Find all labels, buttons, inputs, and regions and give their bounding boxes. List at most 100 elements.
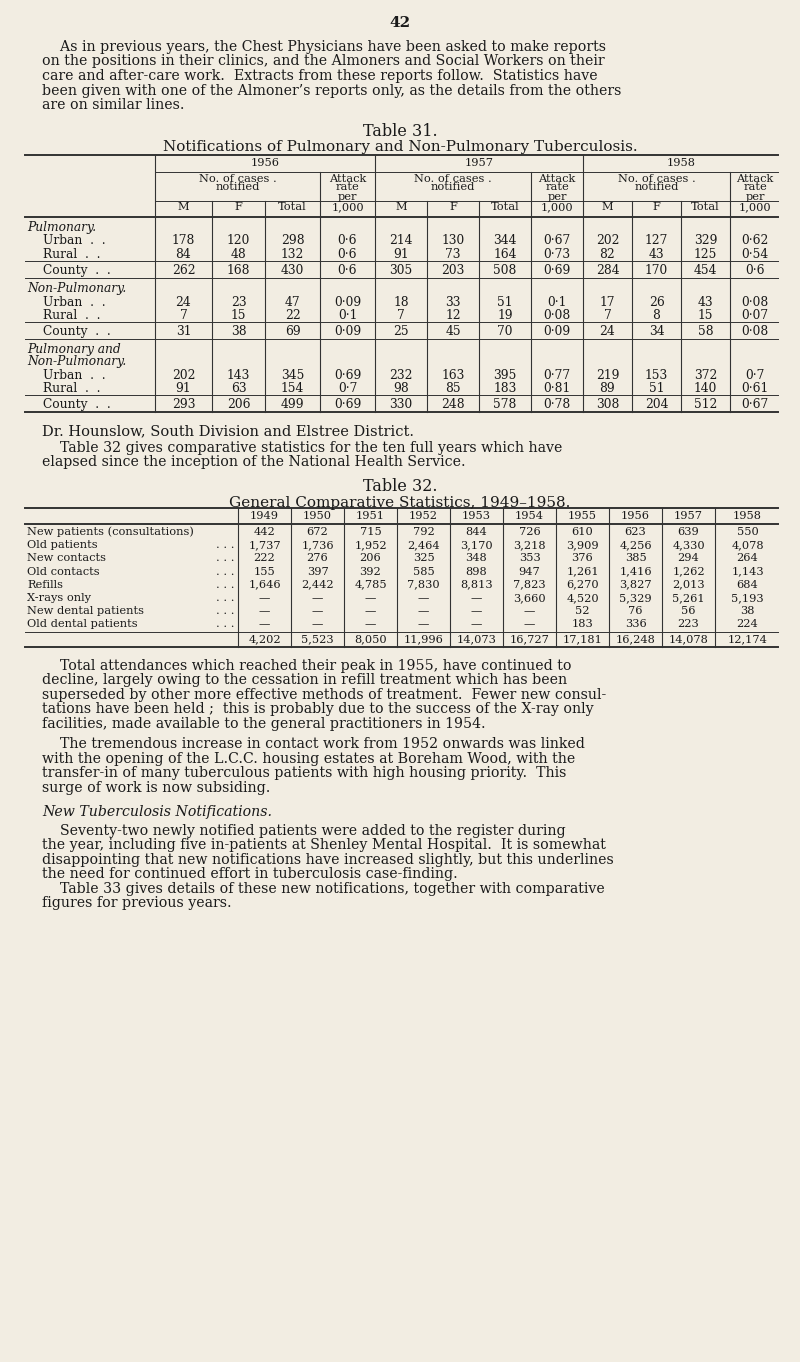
Text: 1,262: 1,262 <box>672 567 705 576</box>
Text: 6,270: 6,270 <box>566 580 599 590</box>
Text: 4,202: 4,202 <box>248 635 281 644</box>
Text: 0·07: 0·07 <box>742 309 769 323</box>
Text: No. of cases .: No. of cases . <box>414 173 492 184</box>
Text: 623: 623 <box>625 527 646 537</box>
Text: 578: 578 <box>494 398 517 411</box>
Text: Rural  .  .: Rural . . <box>43 248 101 262</box>
Text: 214: 214 <box>390 234 413 248</box>
Text: 1,416: 1,416 <box>619 567 652 576</box>
Text: 56: 56 <box>682 606 696 616</box>
Text: 155: 155 <box>254 567 275 576</box>
Text: 85: 85 <box>445 383 461 395</box>
Text: 276: 276 <box>306 553 328 564</box>
Text: 454: 454 <box>694 264 718 276</box>
Text: 5,261: 5,261 <box>672 592 705 603</box>
Text: are on similar lines.: are on similar lines. <box>42 98 185 112</box>
Text: 23: 23 <box>230 296 246 309</box>
Text: —: — <box>312 620 323 629</box>
Text: 1,143: 1,143 <box>731 567 764 576</box>
Text: Table 33 gives details of these new notifications, together with comparative: Table 33 gives details of these new noti… <box>42 881 605 896</box>
Text: 63: 63 <box>230 383 246 395</box>
Text: 0·67: 0·67 <box>742 398 769 411</box>
Text: 51: 51 <box>649 383 664 395</box>
Text: Urban  .  .: Urban . . <box>43 234 106 248</box>
Text: 1,736: 1,736 <box>301 541 334 550</box>
Text: New patients (consultations): New patients (consultations) <box>27 527 194 538</box>
Text: 395: 395 <box>494 369 517 381</box>
Text: 69: 69 <box>285 326 300 338</box>
Text: 1,737: 1,737 <box>248 541 281 550</box>
Text: Rural  .  .: Rural . . <box>43 383 101 395</box>
Text: elapsed since the inception of the National Health Service.: elapsed since the inception of the Natio… <box>42 455 466 470</box>
Text: rate: rate <box>336 183 359 192</box>
Text: 550: 550 <box>737 527 758 537</box>
Text: 0·08: 0·08 <box>742 326 769 338</box>
Text: —: — <box>524 606 535 616</box>
Text: 224: 224 <box>737 620 758 629</box>
Text: 0·67: 0·67 <box>543 234 570 248</box>
Text: 284: 284 <box>596 264 619 276</box>
Text: 298: 298 <box>281 234 304 248</box>
Text: . . .: . . . <box>215 580 234 590</box>
Text: 344: 344 <box>494 234 517 248</box>
Text: 204: 204 <box>645 398 668 411</box>
Text: . . .: . . . <box>215 620 234 629</box>
Text: 0·78: 0·78 <box>543 398 570 411</box>
Text: 0·77: 0·77 <box>543 369 570 381</box>
Text: 4,520: 4,520 <box>566 592 599 603</box>
Text: M: M <box>602 203 614 212</box>
Text: 1,000: 1,000 <box>541 203 574 212</box>
Text: 585: 585 <box>413 567 434 576</box>
Text: Attack: Attack <box>736 173 774 184</box>
Text: Table 32 gives comparative statistics for the ten full years which have: Table 32 gives comparative statistics fo… <box>42 441 562 455</box>
Text: M: M <box>178 203 190 212</box>
Text: 4,256: 4,256 <box>619 541 652 550</box>
Text: 52: 52 <box>575 606 590 616</box>
Text: 170: 170 <box>645 264 668 276</box>
Text: General Comparative Statistics, 1949–1958.: General Comparative Statistics, 1949–195… <box>230 496 570 509</box>
Text: 15: 15 <box>230 309 246 323</box>
Text: 82: 82 <box>600 248 615 262</box>
Text: Pulmonary.: Pulmonary. <box>27 221 96 233</box>
Text: 14,078: 14,078 <box>669 635 709 644</box>
Text: 7: 7 <box>180 309 187 323</box>
Text: 48: 48 <box>230 248 246 262</box>
Text: per: per <box>338 192 358 202</box>
Text: 1956: 1956 <box>250 158 279 168</box>
Text: . . .: . . . <box>215 553 234 564</box>
Text: —: — <box>259 592 270 603</box>
Text: 0·69: 0·69 <box>334 369 361 381</box>
Text: Old patients: Old patients <box>27 541 98 550</box>
Text: 1958: 1958 <box>667 158 696 168</box>
Text: 499: 499 <box>281 398 304 411</box>
Text: 0·69: 0·69 <box>334 398 361 411</box>
Text: Attack: Attack <box>538 173 576 184</box>
Text: with the opening of the L.C.C. housing estates at Boreham Wood, with the: with the opening of the L.C.C. housing e… <box>42 752 575 765</box>
Text: 14,073: 14,073 <box>457 635 497 644</box>
Text: 1949: 1949 <box>250 511 279 520</box>
Text: Table 31.: Table 31. <box>362 123 438 139</box>
Text: rate: rate <box>743 183 767 192</box>
Text: 0·09: 0·09 <box>543 326 570 338</box>
Text: 0·1: 0·1 <box>338 309 357 323</box>
Text: 206: 206 <box>226 398 250 411</box>
Text: 8: 8 <box>653 309 661 323</box>
Text: —: — <box>418 620 429 629</box>
Text: 154: 154 <box>281 383 304 395</box>
Text: County  .  .: County . . <box>43 264 110 276</box>
Text: 7,830: 7,830 <box>407 580 440 590</box>
Text: 31: 31 <box>176 326 191 338</box>
Text: 792: 792 <box>413 527 434 537</box>
Text: 70: 70 <box>498 326 513 338</box>
Text: Table 32.: Table 32. <box>362 478 438 494</box>
Text: 308: 308 <box>596 398 619 411</box>
Text: Urban  .  .: Urban . . <box>43 296 106 309</box>
Text: 442: 442 <box>254 527 275 537</box>
Text: 0·09: 0·09 <box>334 296 361 309</box>
Text: . . .: . . . <box>215 592 234 603</box>
Text: 385: 385 <box>625 553 646 564</box>
Text: 3,170: 3,170 <box>460 541 493 550</box>
Text: 0·6: 0·6 <box>338 264 358 276</box>
Text: 25: 25 <box>393 326 409 338</box>
Text: 1952: 1952 <box>409 511 438 520</box>
